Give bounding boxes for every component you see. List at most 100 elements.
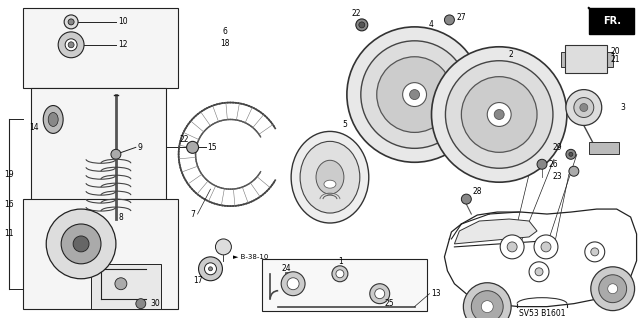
Bar	[262, 259, 426, 311]
Ellipse shape	[291, 131, 369, 223]
Circle shape	[136, 299, 146, 308]
Bar	[31, 88, 166, 257]
Circle shape	[336, 270, 344, 278]
Text: 16: 16	[4, 200, 14, 209]
Bar	[23, 8, 178, 88]
Circle shape	[461, 77, 537, 152]
Ellipse shape	[48, 113, 58, 126]
Text: 18: 18	[221, 39, 230, 48]
Circle shape	[198, 257, 223, 281]
Bar	[91, 264, 161, 308]
Circle shape	[73, 236, 89, 252]
Bar	[607, 52, 612, 67]
Text: 13: 13	[431, 289, 441, 298]
Circle shape	[481, 300, 493, 313]
Circle shape	[535, 268, 543, 276]
Circle shape	[580, 104, 588, 112]
Circle shape	[377, 57, 452, 132]
Circle shape	[375, 289, 385, 299]
Text: 24: 24	[282, 264, 291, 273]
Circle shape	[115, 278, 127, 290]
Text: 19: 19	[4, 170, 14, 179]
Circle shape	[608, 284, 618, 294]
Ellipse shape	[316, 160, 344, 194]
Text: 25: 25	[385, 299, 394, 308]
Circle shape	[537, 159, 547, 169]
Text: 26: 26	[549, 160, 559, 169]
Text: 3: 3	[621, 103, 625, 112]
Circle shape	[209, 267, 212, 271]
Circle shape	[541, 242, 551, 252]
Circle shape	[566, 149, 576, 159]
Text: 6: 6	[223, 27, 228, 36]
Text: 11: 11	[4, 229, 14, 239]
Ellipse shape	[300, 141, 360, 213]
Ellipse shape	[44, 106, 63, 133]
Circle shape	[444, 15, 454, 25]
Circle shape	[332, 266, 348, 282]
Ellipse shape	[324, 180, 336, 188]
Text: 30: 30	[151, 299, 161, 308]
Bar	[285, 272, 293, 277]
Circle shape	[500, 235, 524, 259]
Circle shape	[403, 83, 426, 107]
Bar	[561, 52, 567, 67]
Circle shape	[599, 275, 627, 303]
Circle shape	[68, 19, 74, 25]
Circle shape	[281, 272, 305, 296]
Circle shape	[187, 141, 198, 153]
Text: 22: 22	[180, 135, 189, 144]
Text: 21: 21	[611, 55, 620, 64]
Circle shape	[574, 98, 594, 117]
Text: 5: 5	[342, 120, 348, 129]
Circle shape	[359, 22, 365, 28]
Bar	[565, 45, 607, 73]
Circle shape	[347, 27, 483, 162]
Polygon shape	[454, 219, 537, 244]
Circle shape	[494, 109, 504, 120]
Text: 22: 22	[351, 10, 360, 19]
Text: 14: 14	[29, 123, 39, 132]
Circle shape	[65, 39, 77, 51]
Circle shape	[111, 149, 121, 159]
Circle shape	[58, 32, 84, 58]
Text: ► B-38-10: ► B-38-10	[234, 254, 269, 260]
Text: 9: 9	[138, 143, 143, 152]
Text: 4: 4	[429, 20, 434, 29]
Text: 1: 1	[339, 257, 343, 266]
Circle shape	[216, 239, 232, 255]
Circle shape	[569, 152, 573, 156]
Bar	[589, 142, 619, 154]
Circle shape	[507, 242, 517, 252]
Text: 15: 15	[207, 143, 217, 152]
Text: 7: 7	[191, 210, 195, 219]
Bar	[23, 199, 178, 308]
Circle shape	[356, 19, 368, 31]
Text: 10: 10	[118, 18, 127, 26]
Circle shape	[591, 248, 599, 256]
Circle shape	[370, 284, 390, 304]
Text: 8: 8	[119, 212, 124, 221]
Circle shape	[445, 61, 553, 168]
Circle shape	[46, 209, 116, 279]
Circle shape	[487, 102, 511, 126]
Circle shape	[534, 235, 558, 259]
Circle shape	[431, 47, 567, 182]
Circle shape	[529, 262, 549, 282]
Circle shape	[569, 166, 579, 176]
Circle shape	[205, 263, 216, 275]
Text: 17: 17	[193, 276, 202, 285]
Circle shape	[585, 242, 605, 262]
Circle shape	[566, 90, 602, 125]
Text: 27: 27	[456, 13, 466, 22]
Text: 23: 23	[552, 172, 562, 181]
Text: 20: 20	[611, 47, 620, 56]
Text: FR.: FR.	[603, 16, 621, 26]
Circle shape	[64, 15, 78, 29]
Circle shape	[68, 42, 74, 48]
Text: SV53 B1601: SV53 B1601	[519, 309, 565, 318]
Circle shape	[591, 267, 635, 311]
Circle shape	[361, 41, 468, 148]
Circle shape	[410, 90, 420, 100]
Circle shape	[287, 278, 299, 290]
